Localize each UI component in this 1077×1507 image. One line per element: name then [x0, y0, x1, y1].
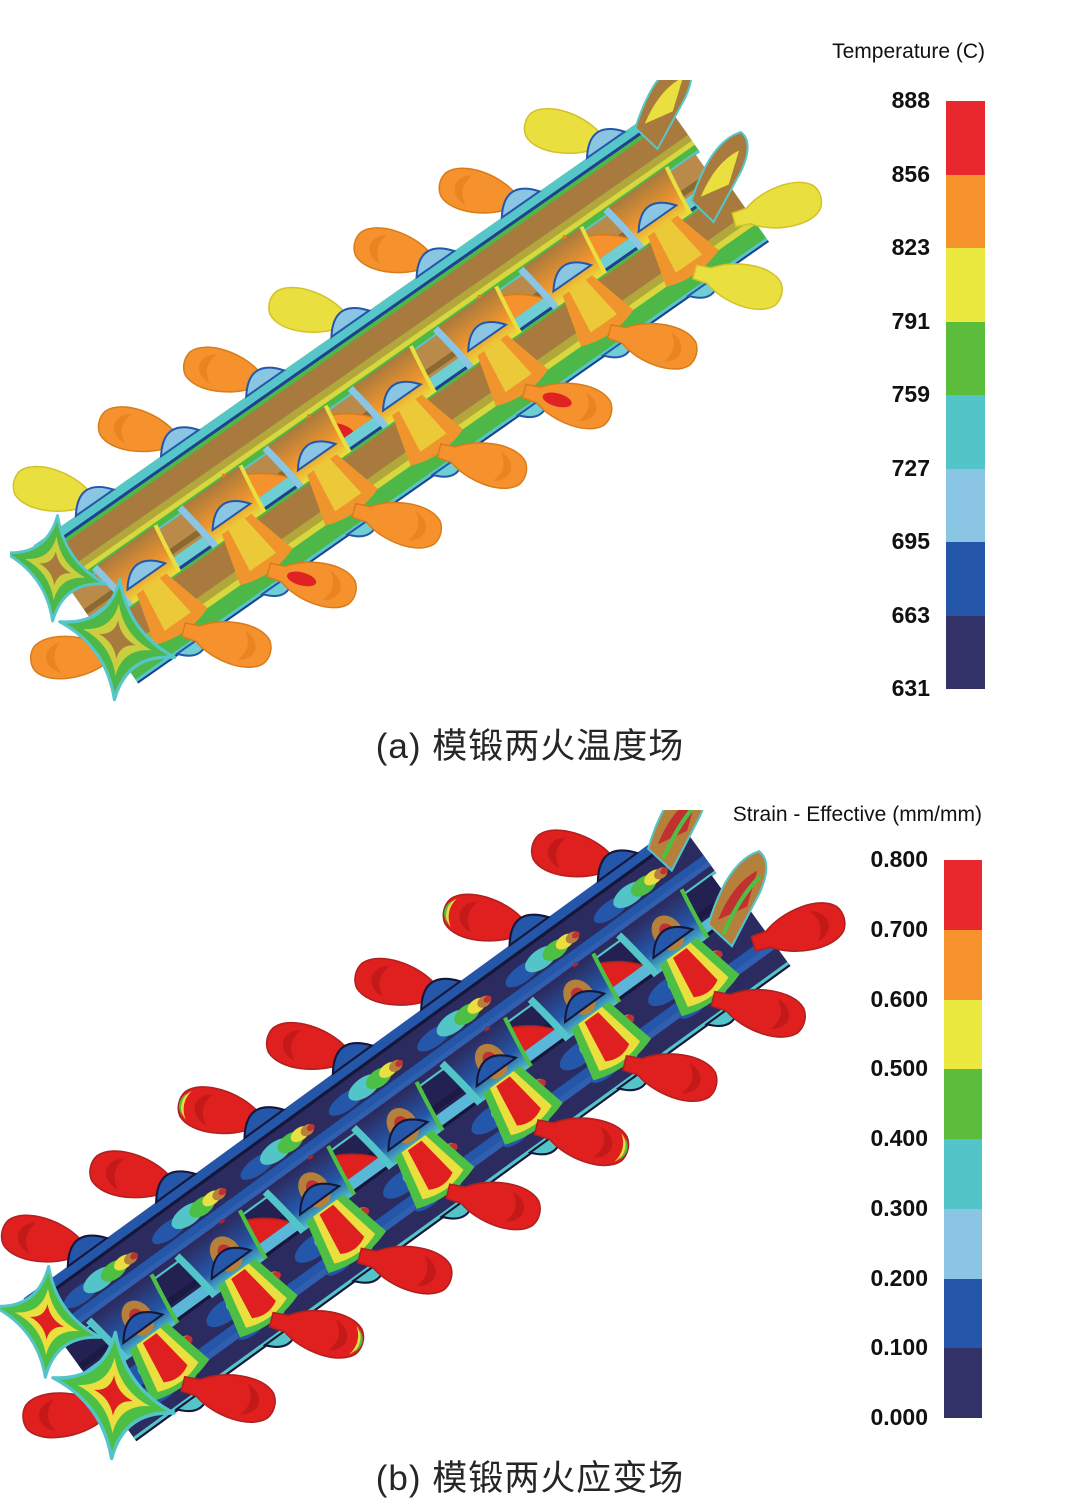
colorbar-band [944, 860, 982, 930]
colorbar-tick-label: 0.500 [870, 1055, 928, 1082]
colorbar-band [944, 1208, 982, 1279]
colorbar-tick-label: 631 [891, 674, 930, 701]
colorbar-band [944, 1348, 982, 1418]
colorbar-tick-label: 759 [891, 380, 930, 407]
colorbar-band [946, 321, 985, 395]
colorbar-band [944, 1069, 982, 1139]
colorbar-band [946, 174, 985, 248]
temperature-colorbar [946, 101, 985, 689]
colorbar-tick-label: 0.100 [870, 1334, 928, 1361]
colorbar-tick-label: 0.200 [870, 1264, 928, 1291]
caption-b: (b) 模锻两火应变场 [375, 1459, 685, 1498]
colorbar-band [946, 542, 985, 616]
colorbar-band [944, 1278, 982, 1349]
colorbar-band [946, 468, 985, 542]
colorbar-tick-label: 0.000 [870, 1403, 928, 1430]
colorbar-tick-label: 0.700 [870, 915, 928, 942]
colorbar-tick-label: 0.400 [870, 1124, 928, 1151]
colorbar-tick-label: 695 [891, 527, 930, 554]
caption-a: (a) 模锻两火温度场 [375, 727, 685, 766]
legend-title-temperature: Temperature (C) [832, 40, 985, 63]
colorbar-band [944, 929, 982, 1000]
temperature-colorbar-ticks: 888 856 823 791 759 727 695 663 631 [830, 87, 930, 701]
colorbar-tick-label: 0.300 [870, 1194, 928, 1221]
colorbar-tick-label: 791 [891, 307, 930, 334]
temperature-field-model [10, 80, 827, 702]
colorbar-tick-label: 727 [891, 454, 930, 481]
colorbar-tick-label: 0.800 [870, 845, 928, 872]
strain-field-model [0, 810, 851, 1461]
colorbar-tick-label: 663 [891, 601, 930, 628]
legend-title-strain: Strain - Effective (mm/mm) [732, 803, 982, 826]
strain-colorbar [944, 860, 982, 1418]
strain-colorbar-ticks: 0.800 0.700 0.600 0.500 0.400 0.300 0.200 0.100… [810, 846, 928, 1430]
colorbar-tick-label: 888 [891, 86, 930, 113]
colorbar-tick-label: 856 [891, 160, 930, 187]
colorbar-band [946, 248, 985, 322]
colorbar-band [946, 615, 985, 689]
colorbar-tick-label: 823 [891, 233, 930, 260]
colorbar-band [944, 999, 982, 1070]
colorbar-tick-label: 0.600 [870, 985, 928, 1012]
colorbar-band [946, 395, 985, 469]
colorbar-band [946, 101, 985, 175]
colorbar-band [944, 1139, 982, 1209]
